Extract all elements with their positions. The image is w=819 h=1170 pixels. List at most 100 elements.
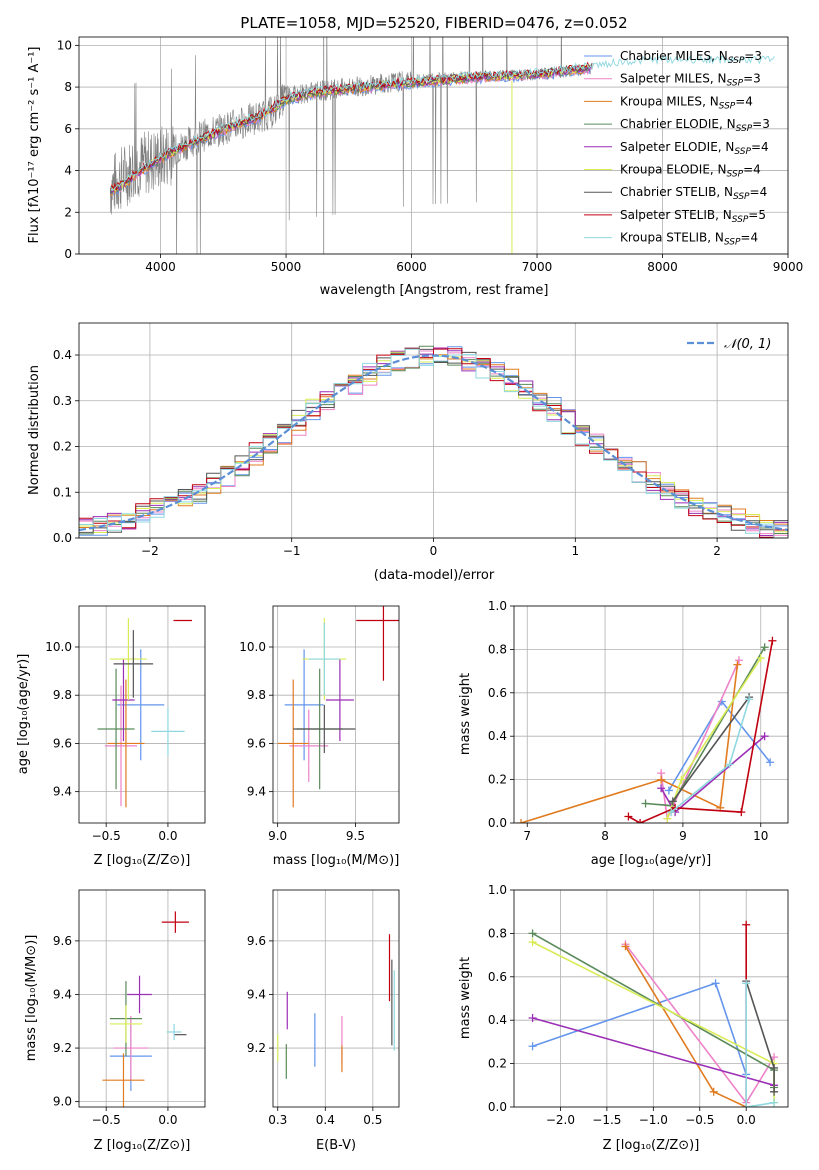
weight-marker <box>711 979 720 988</box>
legend-entry-3: Chabrier ELODIE, NSSP=3 <box>620 117 770 134</box>
legend-n: , N <box>710 72 727 86</box>
x-tick-label: 9.0 <box>268 829 287 843</box>
weight-line-4 <box>532 1017 775 1087</box>
y-tick-label: 10 <box>57 38 72 52</box>
y-axis-label: Flux [fλ10⁻¹⁷ erg cm⁻² s⁻¹ A⁻¹] <box>27 47 42 244</box>
legend-nssp: 3 <box>753 72 761 86</box>
weight-line-8 <box>745 983 775 1107</box>
x-axis-label: mass [log₁₀(M/M⊙)] <box>273 853 400 868</box>
weight-line-6 <box>672 696 750 802</box>
grid-lines <box>514 605 788 824</box>
legend-ssp: SSP <box>732 215 749 225</box>
legend-entry-7: Salpeter STELIB, NSSP=5 <box>620 208 766 225</box>
y-tick-label: 10.0 <box>45 640 72 654</box>
legend-nssp: 5 <box>758 208 766 222</box>
errorbar-4 <box>127 975 152 1014</box>
x-tick-label: 5000 <box>271 260 302 274</box>
y-tick-label: 0.2 <box>53 440 72 454</box>
weight-marker <box>664 786 673 795</box>
weight-line-5 <box>666 657 762 819</box>
x-tick-label: 10 <box>753 829 768 843</box>
legend-ssp: SSP <box>736 124 753 134</box>
axes-frame <box>513 605 789 824</box>
axes-frame <box>78 605 206 824</box>
y-tick-label: 9.4 <box>53 987 72 1001</box>
axes-frame <box>272 605 400 824</box>
x-axis-label: Z [log₁₀(Z/Z⊙)] <box>94 853 191 868</box>
panel-5: −0.5 0.0 9.0 9.2 9.4 9.6 Z [log₁₀(Z/Z⊙)] mass [… <box>24 889 206 1153</box>
y-axis-label: mass [log₁₀(M/M⊙)] <box>24 935 39 1062</box>
y-tick-label: 0.1 <box>53 485 72 499</box>
weight-marker <box>770 1063 779 1072</box>
errorbar-2 <box>102 1053 145 1107</box>
legend-ssp: SSP <box>728 56 745 66</box>
weight-marker <box>770 1087 779 1096</box>
plot-area <box>109 37 775 254</box>
weight-marker <box>621 942 630 951</box>
weight-marker <box>742 979 751 988</box>
x-tick-label: 7 <box>523 829 531 843</box>
panel-3: 9.0 9.5 9.4 9.6 9.8 10.0 mass [log₁₀(M/M⊙)] <box>239 605 400 868</box>
weight-marker <box>742 1103 751 1107</box>
legend-ssp: SSP <box>719 101 736 111</box>
panel-6: 0.3 0.4 0.5 9.2 9.4 9.6 E(B-V) <box>247 889 400 1153</box>
weight-marker <box>528 929 537 938</box>
errorbar-2 <box>277 679 309 808</box>
data-spectrum-line <box>110 37 591 254</box>
weight-marker <box>624 812 633 821</box>
x-tick-label: 0.0 <box>737 1113 756 1127</box>
weight-marker <box>733 660 742 669</box>
legend-name: Salpeter MILES <box>620 72 710 86</box>
y-tick-label: 0.8 <box>488 642 507 656</box>
plot-area <box>97 618 193 808</box>
legend-name: Chabrier STELIB <box>620 185 716 199</box>
y-axis-label: age [log₁₀(age/yr)] <box>16 654 31 775</box>
y-axis-label: mass weight <box>458 957 473 1039</box>
y-tick-label: 0.8 <box>488 926 507 940</box>
weight-marker <box>668 797 677 806</box>
legend-name: Kroupa ELODIE <box>620 163 710 177</box>
y-axis-label: mass weight <box>458 673 473 755</box>
y-tick-label: 0.0 <box>53 531 72 545</box>
weight-marker <box>671 803 680 812</box>
errorbar-0 <box>117 649 165 761</box>
y-tick-label: 0.6 <box>488 970 507 984</box>
legend-name: Kroupa STELIB <box>620 231 707 245</box>
y-tick-label: 9.6 <box>53 736 72 750</box>
errorbar-4 <box>325 659 354 742</box>
legend-eq: = <box>743 163 753 177</box>
y-tick-label: 0.4 <box>488 729 507 743</box>
x-axis-label: Z [log₁₀(Z/Z⊙)] <box>94 1138 191 1153</box>
legend-n: , N <box>716 185 733 199</box>
weight-line-2 <box>520 664 739 823</box>
x-tick-label: 4000 <box>145 260 176 274</box>
plot-area <box>517 636 777 823</box>
axes-frame <box>78 36 789 255</box>
x-tick-label: 9 <box>679 829 687 843</box>
legend-n: , N <box>711 49 728 63</box>
x-tick-label: 2 <box>713 544 721 558</box>
errorbar-0 <box>284 649 324 761</box>
panel-2: −0.5 0.0 9.4 9.6 9.8 10.0 Z [log₁₀(Z/Z⊙)] age [… <box>16 605 206 868</box>
weight-marker <box>663 814 672 823</box>
legend-nssp: 3 <box>762 117 770 131</box>
y-axis-label: Normed distribution <box>27 365 42 495</box>
weight-marker <box>760 643 769 652</box>
y-tick-label: 0.0 <box>488 1100 507 1114</box>
legend-nssp: 4 <box>745 94 753 108</box>
errorbar-6 <box>113 630 154 698</box>
errorbar-5 <box>109 618 147 701</box>
x-tick-label: 0.4 <box>316 1113 335 1127</box>
legend-n: , N <box>718 140 735 154</box>
errorbar-8 <box>166 1023 182 1041</box>
axes-frame <box>272 889 400 1108</box>
weight-marker <box>657 775 666 784</box>
plot-area <box>102 911 189 1107</box>
y-tick-label: 0 <box>64 247 72 261</box>
legend-entry-2: Kroupa MILES, NSSP=4 <box>620 94 753 111</box>
y-tick-label: 9.2 <box>247 1041 266 1055</box>
errorbar-7 <box>161 911 189 933</box>
x-axis-label: age [log₁₀(age/yr)] <box>591 853 712 868</box>
legend-eq: = <box>740 231 750 245</box>
legend-n: , N <box>707 231 724 245</box>
